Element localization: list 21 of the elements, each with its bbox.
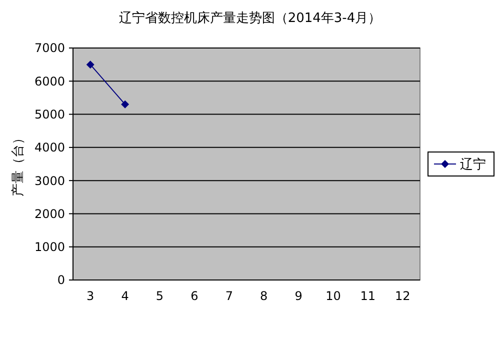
x-tick-label: 12 [395,289,410,303]
y-tick-label: 0 [57,273,65,288]
x-tick-label: 11 [360,289,376,303]
y-tick-label: 5000 [34,107,65,122]
y-tick-label: 3000 [34,174,65,188]
x-tick-label: 9 [294,289,302,303]
y-tick-label: 7000 [34,41,65,56]
x-tick-label: 5 [156,289,164,303]
y-tick-label: 1000 [34,240,65,254]
x-tick-label: 10 [326,289,341,303]
y-tick-label: 2000 [34,206,65,221]
chart-title: 辽宁省数控机床产量走势图（2014年3-4月） [118,10,382,26]
x-tick-label: 6 [190,289,198,303]
x-tick-label: 4 [121,289,129,303]
y-axis-title: 产量（台） [11,132,26,196]
legend-label: 辽宁 [460,156,486,173]
y-tick-label: 6000 [34,74,65,88]
x-tick-label: 7 [225,289,233,303]
x-tick-label: 8 [260,289,268,303]
y-tick-label: 4000 [34,140,65,155]
x-tick-label: 3 [86,289,94,303]
